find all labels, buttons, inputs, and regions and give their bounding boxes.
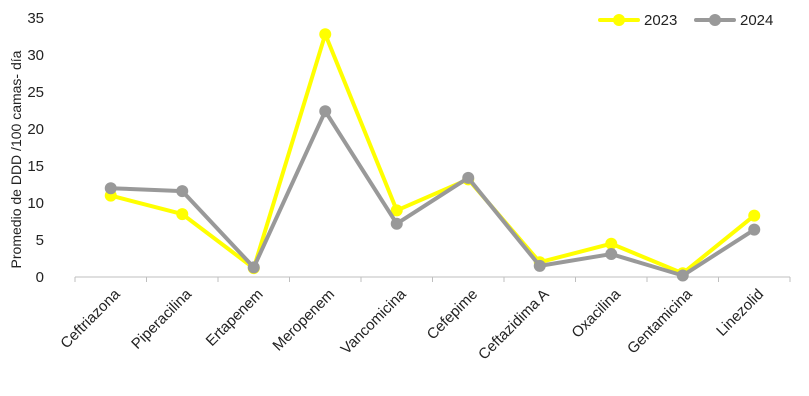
- y-axis-title: Promedio de DDD /100 camas- día: [8, 50, 24, 268]
- data-point-2024: [533, 259, 546, 272]
- y-tick-label: 15: [27, 158, 44, 175]
- x-category-label: Piperacilina: [128, 285, 195, 352]
- x-category-label: Linezolid: [713, 286, 767, 340]
- x-category-label: Vancomicina: [338, 285, 410, 357]
- data-point-2023: [748, 209, 761, 222]
- y-tick-label: 25: [27, 84, 44, 101]
- x-category-label: Cefepime: [424, 286, 481, 343]
- y-tick-label: 5: [36, 232, 44, 249]
- x-category-label: Gentamicina: [624, 285, 696, 357]
- x-category-label: Ertapenem: [203, 286, 267, 350]
- data-point-2024: [319, 105, 332, 118]
- legend-label: 2023: [644, 12, 677, 29]
- data-point-2023: [176, 208, 189, 221]
- x-category-label: Meropenem: [269, 286, 338, 355]
- data-point-2024: [605, 248, 618, 261]
- legend-swatch-marker: [613, 14, 625, 26]
- legend-swatch-marker: [709, 14, 721, 26]
- y-tick-label: 10: [27, 195, 44, 212]
- data-point-2024: [676, 269, 689, 282]
- data-point-2024: [748, 223, 761, 236]
- y-tick-label: 30: [27, 47, 44, 64]
- data-point-2024: [462, 171, 475, 184]
- y-tick-label: 20: [27, 121, 44, 138]
- x-category-label: Ceftriazona: [57, 285, 124, 352]
- x-category-label: Ceftazidima A: [475, 286, 552, 363]
- data-point-2023: [390, 204, 403, 217]
- legend-label: 2024: [740, 12, 773, 29]
- data-point-2024: [104, 182, 117, 195]
- data-point-2024: [390, 217, 403, 230]
- data-point-2023: [605, 237, 618, 250]
- data-point-2024: [247, 261, 260, 274]
- series-line-2023: [108, 32, 757, 276]
- series-line-2024: [108, 109, 757, 278]
- data-point-2023: [319, 28, 332, 41]
- y-tick-label: 35: [27, 10, 44, 27]
- data-point-2024: [176, 185, 189, 198]
- x-category-label: Oxacilina: [568, 285, 624, 341]
- y-tick-label: 0: [36, 269, 44, 286]
